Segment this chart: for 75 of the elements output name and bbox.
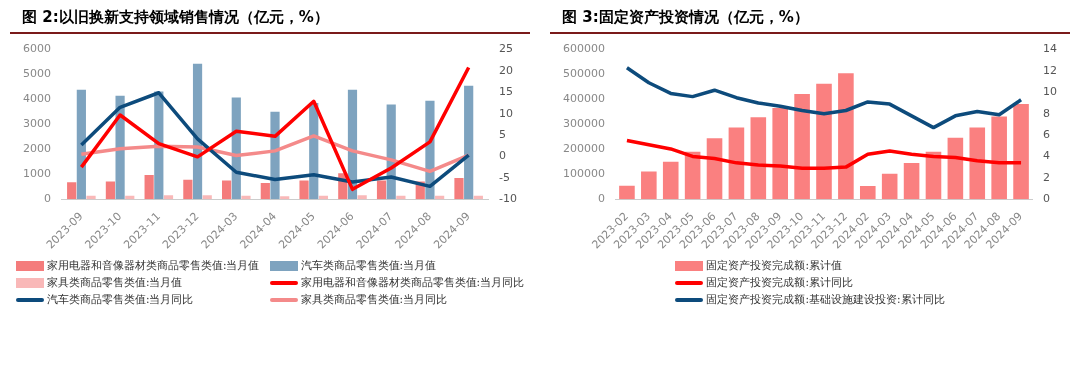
y2-tick-label: -5 [499, 170, 510, 184]
y-tick-label: 3000 [22, 117, 51, 131]
bar [969, 127, 986, 200]
y2-tick-label: 10 [1043, 85, 1057, 99]
legend-label: 固定资产投资完成额:累计值 [706, 259, 842, 273]
y2-tick-label: 0 [499, 149, 507, 163]
y-tick-label: 200000 [562, 142, 605, 156]
y-tick-label: 0 [43, 192, 51, 206]
bar [67, 182, 77, 200]
y2-tick-label: 20 [499, 63, 514, 77]
bar [641, 171, 657, 200]
bar [280, 196, 290, 200]
bar [816, 83, 832, 200]
y2-tick-label: 15 [499, 85, 514, 99]
bar [706, 138, 723, 200]
bar [838, 73, 854, 200]
bar [464, 85, 474, 200]
bar [183, 179, 193, 200]
bar [202, 195, 212, 200]
legend-label: 家用电器和音像器材类商品零售类值:当月值 [46, 259, 260, 273]
bar [163, 195, 174, 200]
y2-tick-label: 5 [499, 127, 507, 141]
y2-tick-label: 8 [1043, 106, 1050, 120]
chart-title: 图 2:以旧换新支持领域销售情况（亿元，%） [10, 0, 530, 34]
bar [619, 185, 635, 200]
bar [947, 137, 964, 200]
y2-tick-label: 10 [499, 106, 514, 120]
legend-label: 汽车类商品零售类值:当月同比 [46, 293, 194, 307]
y-tick-label: 1000 [22, 167, 51, 181]
y2-tick-label: 6 [1043, 127, 1050, 141]
y2-tick-label: 14 [1043, 42, 1057, 56]
bar [260, 182, 270, 200]
bar [357, 195, 367, 200]
bar [794, 93, 810, 200]
bar [991, 116, 1007, 200]
bar [728, 127, 745, 200]
legend-label: 家用电器和音像器材类商品零售类值:当月同比 [300, 276, 525, 290]
y-tick-label: 4000 [22, 92, 51, 106]
bar [881, 173, 898, 200]
y-tick-label: 0 [597, 192, 605, 206]
bar [86, 195, 96, 200]
bar [105, 181, 116, 200]
y-tick-label: 600000 [562, 42, 605, 56]
bar [662, 161, 679, 200]
legend-label: 固定资产投资完成额:累计同比 [706, 276, 853, 290]
legend-label: 家具类商品零售类值:当月同比 [300, 293, 448, 307]
legend-label: 汽车类商品零售类值:当月值 [300, 259, 437, 273]
y2-tick-label: -10 [499, 192, 517, 206]
y2-tick-label: 0 [1043, 192, 1050, 206]
bar [903, 163, 920, 200]
y-tick-label: 300000 [562, 117, 605, 131]
bar [76, 89, 86, 200]
y-tick-label: 5000 [22, 67, 51, 81]
bar [241, 195, 251, 200]
legend-label: 固定资产投资完成额:基础设施建设投资:累计同比 [706, 293, 945, 307]
bar [772, 107, 789, 200]
bar [859, 185, 876, 200]
y-tick-label: 2000 [22, 142, 51, 156]
y2-tick-label: 2 [1043, 170, 1050, 184]
y-tick-label: 400000 [562, 92, 605, 106]
y2-tick-label: 4 [1043, 149, 1050, 163]
legend-label: 家具类商品零售类值:当月值 [46, 276, 183, 290]
bar [222, 180, 232, 200]
bar [454, 177, 464, 200]
y-tick-label: 500000 [562, 67, 605, 81]
y2-tick-label: 12 [1043, 63, 1057, 77]
bar [376, 180, 387, 200]
bar [750, 117, 767, 200]
chart-title: 图 3:固定资产投资情况（亿元，%） [550, 0, 1070, 34]
y-tick-label: 6000 [22, 42, 51, 56]
bar [1013, 103, 1029, 200]
bar [144, 174, 154, 200]
bar [299, 180, 309, 200]
y2-tick-label: 25 [499, 42, 514, 56]
y-tick-label: 100000 [562, 167, 605, 181]
